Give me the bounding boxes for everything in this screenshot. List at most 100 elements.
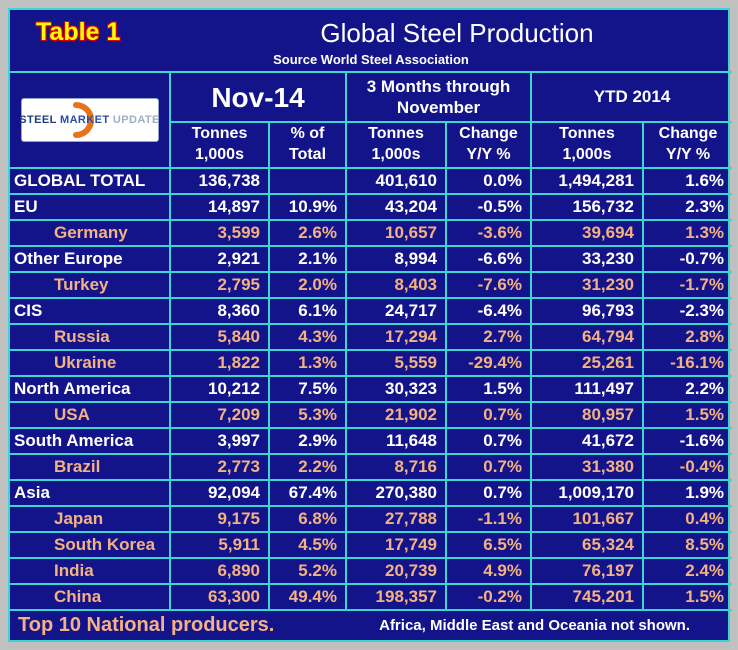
cell-value: -6.4% <box>446 298 532 325</box>
cell-value: 14,897 <box>170 194 270 221</box>
cell-value: 49.4% <box>269 584 347 611</box>
cell-value: 8,403 <box>346 272 447 299</box>
steel-production-table-panel: Table 1 Global Steel Production Source W… <box>8 8 733 642</box>
cell-value: 401,610 <box>346 168 447 195</box>
cell-value: 2,773 <box>170 454 270 481</box>
cell-value: 6.1% <box>269 298 347 325</box>
cell-value: 80,957 <box>531 402 644 429</box>
cell-value: -6.6% <box>446 246 532 273</box>
row-label: South America <box>10 428 171 455</box>
cell-value: 1.5% <box>446 376 532 403</box>
table-row: Germany 3,599 2.6% 10,657 -3.6% 39,694 1.3% <box>10 220 733 247</box>
cell-value: 6.5% <box>446 532 532 559</box>
cell-value: 3,599 <box>170 220 270 247</box>
cell-value: 6,890 <box>170 558 270 585</box>
cell-value: 2.4% <box>643 558 733 585</box>
table-row: CIS 8,360 6.1% 24,717 -6.4% 96,793 -2.3% <box>10 298 733 325</box>
footer-content: Top 10 National producers. Africa, Middl… <box>10 614 732 637</box>
footer-row: Top 10 National producers. Africa, Middl… <box>10 610 732 640</box>
cell-value: 1.5% <box>643 584 733 611</box>
cell-value: 4.5% <box>269 532 347 559</box>
cell-value: 4.3% <box>269 324 347 351</box>
subheader-line: Y/Y % <box>665 146 711 163</box>
subheader-tonnes-nov: Tonnes 1,000s <box>170 122 270 169</box>
cell-value: 2.3% <box>643 194 733 221</box>
table-row: China 63,300 49.4% 198,357 -0.2% 745,201 1.5% <box>10 584 733 611</box>
row-label: EU <box>10 194 171 221</box>
subheader-tonnes-ytd: Tonnes 1,000s <box>531 122 644 169</box>
cell-value: 63,300 <box>170 584 270 611</box>
row-label: India <box>10 558 171 585</box>
cell-value: 2.2% <box>643 376 733 403</box>
subheader-change-3m: Change Y/Y % <box>446 122 532 169</box>
source-attribution: Source World Steel Association <box>273 52 469 67</box>
cell-value: 76,197 <box>531 558 644 585</box>
cell-value: 1,009,170 <box>531 480 644 507</box>
cell-value: 101,667 <box>531 506 644 533</box>
row-label: North America <box>10 376 171 403</box>
cell-value: 33,230 <box>531 246 644 273</box>
row-label: Germany <box>10 220 171 247</box>
subheader-pct-of-total: % of Total <box>269 122 347 169</box>
page-title: Global Steel Production <box>320 18 594 48</box>
cell-value: 10,657 <box>346 220 447 247</box>
subheader-line: Tonnes <box>368 125 424 143</box>
cell-value: 41,672 <box>531 428 644 455</box>
cell-value: 3,997 <box>170 428 270 455</box>
subheader-tonnes-3m: Tonnes 1,000s <box>346 122 447 169</box>
cell-value: -2.3% <box>643 298 733 325</box>
cell-value: 1,822 <box>170 350 270 377</box>
subheader-line: Tonnes <box>559 125 615 143</box>
steel-market-update-logo: STEEL MARKET UPDATE <box>19 98 159 142</box>
cell-value: 10,212 <box>170 376 270 403</box>
table-row: South Korea 5,911 4.5% 17,749 6.5% 65,324 8.5% <box>10 532 733 559</box>
cell-value: 0.7% <box>446 454 532 481</box>
footer-band: Top 10 National producers. Africa, Middl… <box>10 610 732 640</box>
title-row: Table 1 Global Steel Production Source W… <box>10 10 733 73</box>
cell-value: -3.6% <box>446 220 532 247</box>
cell-value: -29.4% <box>446 350 532 377</box>
column-group-3months: 3 Months through November <box>346 72 532 123</box>
column-group-nov14: Nov-14 <box>170 72 347 123</box>
cell-value: 2.6% <box>269 220 347 247</box>
cell-value: 8.5% <box>643 532 733 559</box>
cell-value: 156,732 <box>531 194 644 221</box>
table-row: GLOBAL TOTAL 136,738 401,610 0.0% 1,494,281 1… <box>10 168 733 195</box>
row-label: Russia <box>10 324 171 351</box>
table-number-label: Table 1 <box>36 18 121 46</box>
cell-value: 64,794 <box>531 324 644 351</box>
cell-value: 5.2% <box>269 558 347 585</box>
cell-value: 31,230 <box>531 272 644 299</box>
table-row: India 6,890 5.2% 20,739 4.9% 76,197 2.4% <box>10 558 733 585</box>
cell-value: -16.1% <box>643 350 733 377</box>
logo-cell: STEEL MARKET UPDATE <box>10 72 171 169</box>
logo-text: STEEL MARKET UPDATE <box>19 114 159 126</box>
row-label: Ukraine <box>10 350 171 377</box>
cell-value: 21,902 <box>346 402 447 429</box>
cell-value: 4.9% <box>446 558 532 585</box>
cell-value: -1.7% <box>643 272 733 299</box>
cell-value: 5,911 <box>170 532 270 559</box>
cell-value: 111,497 <box>531 376 644 403</box>
table-row: Japan 9,175 6.8% 27,788 -1.1% 101,667 0.4% <box>10 506 733 533</box>
cell-value: 0.7% <box>446 402 532 429</box>
row-label: Asia <box>10 480 171 507</box>
cell-value: 8,716 <box>346 454 447 481</box>
subheader-line: % of <box>290 125 325 143</box>
table-row: Other Europe 2,921 2.1% 8,994 -6.6% 33,230 -0.… <box>10 246 733 273</box>
cell-value: 9,175 <box>170 506 270 533</box>
steel-production-table: Table 1 Global Steel Production Source W… <box>10 10 733 640</box>
cell-value: 11,648 <box>346 428 447 455</box>
row-label: Japan <box>10 506 171 533</box>
cell-value: 1.3% <box>643 220 733 247</box>
footer-note-producers: Top 10 National producers. <box>18 614 275 636</box>
cell-value: 5,840 <box>170 324 270 351</box>
cell-value: 0.7% <box>446 480 532 507</box>
subheader-line: 1,000s <box>371 146 421 163</box>
cell-value: 20,739 <box>346 558 447 585</box>
cell-value: 39,694 <box>531 220 644 247</box>
cell-value: 7,209 <box>170 402 270 429</box>
cell-value: 2.2% <box>269 454 347 481</box>
cell-value: 24,717 <box>346 298 447 325</box>
cell-value: 2,795 <box>170 272 270 299</box>
